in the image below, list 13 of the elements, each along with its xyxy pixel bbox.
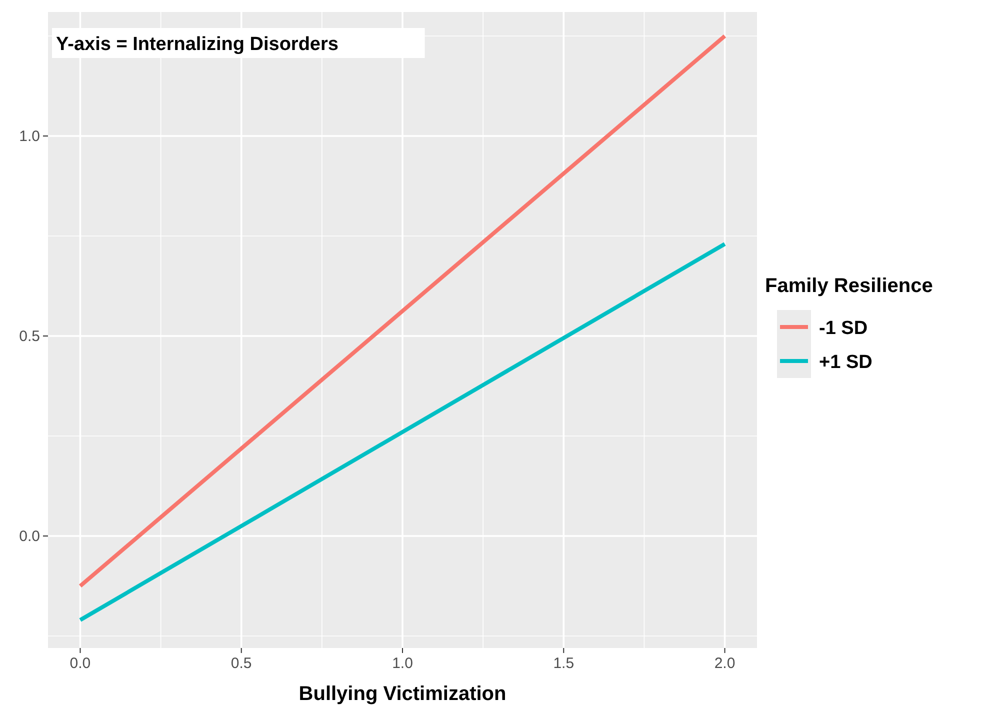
x-tick-label: 2.0	[714, 655, 736, 672]
x-axis-title: Bullying Victimization	[298, 683, 506, 705]
x-tick-label: 0.0	[70, 655, 91, 672]
x-tick-label: 1.0	[392, 655, 413, 672]
annotation: Y-axis = Internalizing Disorders	[56, 34, 338, 55]
x-tick-label: 1.5	[553, 655, 574, 672]
legend-label: -1 SD	[819, 318, 868, 339]
y-tick-label: 1.0	[19, 128, 40, 145]
y-tick-label: 0.0	[19, 528, 40, 545]
x-tick-label: 0.5	[230, 655, 252, 672]
legend-title: Family Resilience	[765, 275, 933, 297]
legend-label: +1 SD	[819, 352, 872, 373]
y-tick-label: 0.5	[19, 328, 40, 345]
